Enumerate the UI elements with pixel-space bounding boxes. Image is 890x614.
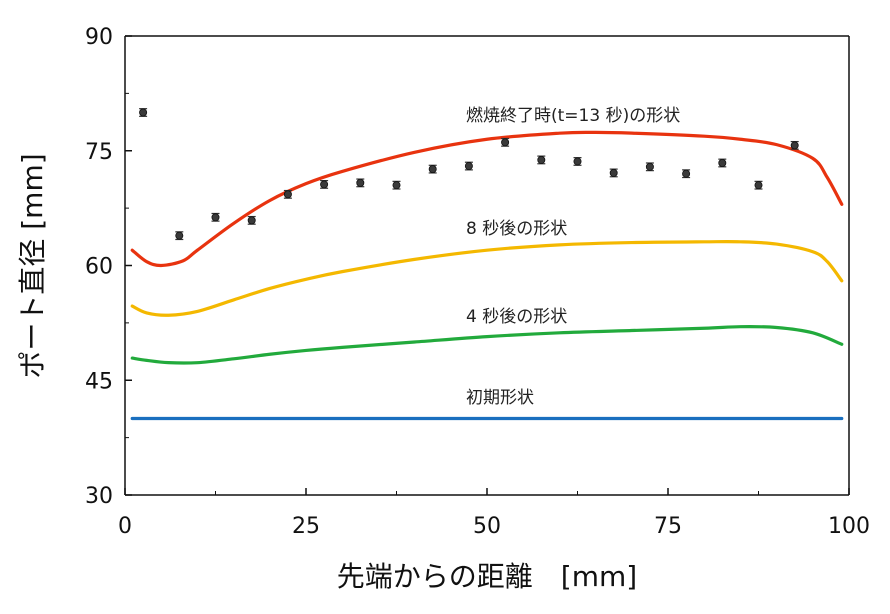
- measured-marker: [356, 178, 365, 187]
- measured-marker: [175, 231, 184, 240]
- measured-marker: [501, 138, 510, 147]
- measured-point: [139, 108, 148, 117]
- y-axis-title: ポート直径 [mm]: [16, 153, 49, 378]
- measured-marker: [573, 157, 582, 166]
- measured-point: [175, 231, 184, 241]
- measured-point: [682, 169, 691, 179]
- x-tick-label: 75: [654, 514, 682, 539]
- measured-point: [428, 164, 437, 174]
- y-tick-label: 75: [85, 140, 113, 165]
- curve-labels: 燃焼終了時(t=13 秒)の形状 8 秒後の形状 4 秒後の形状 初期形状: [466, 106, 680, 408]
- series-lines: [130, 130, 844, 421]
- y-tick-label: 90: [85, 25, 113, 50]
- measured-marker: [139, 108, 148, 117]
- y-tick-label: 60: [85, 255, 113, 280]
- label-4sec-shape: 4 秒後の形状: [466, 307, 567, 327]
- series-4sec-shape: [130, 325, 844, 365]
- measured-point: [211, 212, 220, 222]
- measured-marker: [247, 216, 256, 225]
- label-8sec-shape: 8 秒後の形状: [466, 219, 567, 239]
- x-ticks: 0 25 50 75 100: [118, 488, 870, 539]
- measured-point: [501, 137, 510, 147]
- measured-marker: [464, 162, 473, 171]
- measured-marker: [754, 181, 763, 190]
- measured-point: [356, 178, 365, 188]
- measured-point: [320, 179, 329, 189]
- series-final-shape: [130, 130, 844, 268]
- measured-point: [283, 189, 292, 199]
- measured-marker: [283, 190, 292, 199]
- measured-marker: [790, 141, 799, 150]
- measured-marker: [392, 181, 401, 190]
- x-axis-title: 先端からの距離 [mm]: [337, 560, 637, 593]
- x-tick-label: 0: [118, 514, 132, 539]
- measured-marker: [609, 168, 618, 177]
- measured-marker: [320, 180, 329, 189]
- measured-point: [718, 158, 727, 168]
- y-ticks: 30 45 60 75 90: [85, 25, 132, 509]
- measured-point: [392, 180, 401, 190]
- x-tick-label: 25: [292, 514, 320, 539]
- measured-marker: [718, 158, 727, 167]
- measured-point: [790, 140, 799, 150]
- measured-point: [464, 161, 473, 171]
- measured-point: [247, 215, 256, 225]
- y-tick-label: 45: [85, 369, 113, 394]
- label-initial-shape: 初期形状: [466, 388, 534, 408]
- x-tick-label: 50: [473, 514, 501, 539]
- measured-point: [645, 162, 654, 172]
- series-8sec-shape: [130, 239, 844, 317]
- measured-point: [537, 155, 546, 165]
- measured-marker: [645, 162, 654, 171]
- x-tick-label: 100: [828, 514, 870, 539]
- label-final-shape: 燃焼終了時(t=13 秒)の形状: [466, 106, 680, 126]
- plot-frame: [124, 35, 850, 496]
- measured-point: [573, 157, 582, 166]
- measured-marker: [211, 213, 220, 222]
- measured-point: [754, 180, 763, 190]
- measured-point: [609, 168, 618, 178]
- y-tick-label: 30: [85, 484, 113, 509]
- measured-points: [139, 108, 799, 241]
- measured-marker: [682, 169, 691, 178]
- measured-marker: [428, 165, 437, 174]
- measured-marker: [537, 155, 546, 164]
